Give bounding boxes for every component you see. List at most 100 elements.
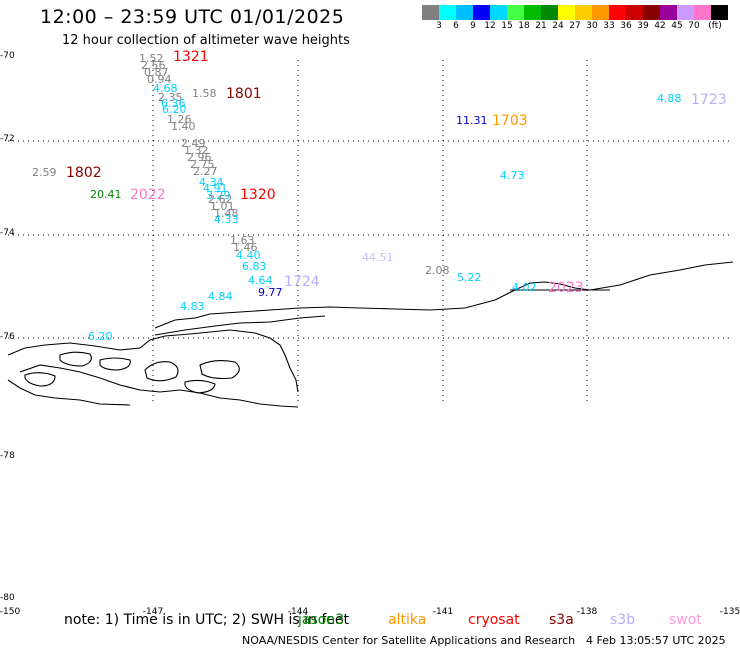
legend-swatch [558, 5, 575, 20]
wave-height-label: 1.40 [171, 120, 196, 133]
wave-height-label: 4.73 [500, 169, 525, 182]
wave-height-label: 6.20 [162, 103, 187, 116]
satellite-altika: altika [388, 612, 427, 628]
legend-label: 18 [518, 21, 530, 31]
wave-height-label: 4.02 [512, 281, 537, 294]
wave-height-label: 1.32 [184, 144, 209, 157]
legend-label: (ft) [708, 21, 722, 31]
legend-swatch [660, 5, 677, 20]
satellite-jason3: jason3 [298, 612, 345, 628]
lon-label: -138 [576, 607, 598, 617]
legend-swatch [541, 5, 558, 20]
wave-height-label: 1.46 [233, 241, 258, 254]
legend-swatch [626, 5, 643, 20]
legend-swatch [677, 5, 694, 20]
lat-label: -72 [0, 134, 15, 144]
wave-height-label: 4.91 [203, 182, 228, 195]
wave-height-label: 1.48 [214, 207, 239, 220]
legend-label: 33 [603, 21, 615, 31]
legend-swatch [609, 5, 626, 20]
wave-height-label: 2.49 [181, 137, 206, 150]
wave-height-label: 6.20 [88, 330, 113, 343]
legend-label: 36 [620, 21, 632, 31]
pass-label-layer: 1321 1801 1802 2022 1320 1724 1703 1723 2023 [66, 49, 727, 296]
legend-swatch [575, 5, 592, 20]
wave-height-label: 4.33 [214, 213, 239, 226]
wave-height-label: 2.08 [425, 264, 450, 277]
wave-height-label: 4.88 [657, 92, 682, 105]
wave-height-label: 1.52 [139, 52, 164, 65]
wave-height-label: 11.31 [456, 114, 488, 127]
coastline-inner [154, 315, 326, 336]
lon-label: -144 [287, 607, 309, 617]
legend-swatch [439, 5, 456, 20]
credit-line: NOAA/NESDIS Center for Satellite Applica… [242, 634, 576, 647]
island-outline [199, 359, 240, 380]
wave-height-label: 1.63 [230, 234, 255, 247]
wave-height-label: 2.27 [193, 165, 218, 178]
lat-label: -76 [0, 332, 15, 342]
satellite-s3b: s3b [610, 612, 636, 628]
island-outline [144, 361, 179, 382]
island-outline [99, 357, 131, 371]
legend-swatch [694, 5, 711, 20]
map-title: 12:00 – 23:59 UTC 01/01/2025 [40, 6, 345, 28]
pass-time-label: 1703 [492, 113, 528, 129]
wave-height-label: 3.29 [206, 189, 231, 202]
wave-height-label: 0.94 [147, 73, 172, 86]
generation-timestamp: 4 Feb 13:05:57 UTC 2025 [586, 634, 726, 647]
island-outline [59, 351, 92, 367]
color-legend-bar [422, 5, 728, 20]
legend-swatch [456, 5, 473, 20]
wave-height-label: 6.36 [161, 97, 186, 110]
wave-height-label: 20.41 [90, 188, 122, 201]
wave-height-label: 4.84 [208, 290, 233, 303]
wave-height-label: 4.40 [236, 249, 261, 262]
pass-time-label: 2023 [548, 280, 584, 296]
wave-height-label: 2.35 [158, 91, 183, 104]
legend-label: 30 [586, 21, 598, 31]
observation-layer: 1.522.560.870.944.682.356.366.201.261.40… [32, 52, 682, 343]
wave-height-label: 2.59 [32, 166, 57, 179]
legend-label: 27 [569, 21, 581, 31]
wave-height-label: 1.26 [167, 113, 192, 126]
legend-label: 15 [501, 21, 513, 31]
legend-swatch [592, 5, 609, 20]
lon-label: -150 [0, 607, 21, 617]
lat-label: -70 [0, 51, 15, 61]
legend-label: 42 [654, 21, 666, 31]
legend-label: 39 [637, 21, 649, 31]
wave-height-label: 0.87 [144, 66, 169, 79]
wave-height-label: 2.56 [141, 59, 166, 72]
legend-swatch [524, 5, 541, 20]
legend-label: 45 [671, 21, 683, 31]
ice-shelf-edge [154, 261, 734, 329]
footer-note: note: 1) Time is in UTC; 2) SWH is in fe… [64, 612, 350, 628]
island-outline [7, 329, 299, 393]
legend-label: 24 [552, 21, 564, 31]
map-subtitle: 12 hour collection of altimeter wave hei… [62, 33, 350, 48]
satellite-s3a: s3a [549, 612, 574, 628]
legend-label: 21 [535, 21, 547, 31]
legend-swatch [507, 5, 524, 20]
satellite-swot: swot [669, 612, 702, 628]
island-outline [184, 379, 216, 394]
lon-label: -135 [719, 607, 740, 617]
legend-swatch [711, 5, 728, 20]
legend-label: 12 [484, 21, 496, 31]
pass-time-label: 1723 [691, 92, 727, 108]
legend-swatch [490, 5, 507, 20]
wave-height-label: 4.64 [248, 274, 273, 287]
wave-height-label: 2.62 [208, 193, 233, 206]
wave-height-label: 2.96 [187, 151, 212, 164]
legend-label: 6 [453, 21, 459, 31]
coastline [7, 261, 734, 408]
legend-label: 70 [688, 21, 700, 31]
wave-height-label: 4.83 [180, 300, 205, 313]
wave-height-label: 5.22 [457, 271, 482, 284]
wave-height-label: 9.77 [258, 286, 283, 299]
wave-height-label: 44.51 [362, 251, 394, 264]
pass-time-label: 1801 [226, 86, 262, 102]
wave-height-label: 4.34 [199, 176, 224, 189]
